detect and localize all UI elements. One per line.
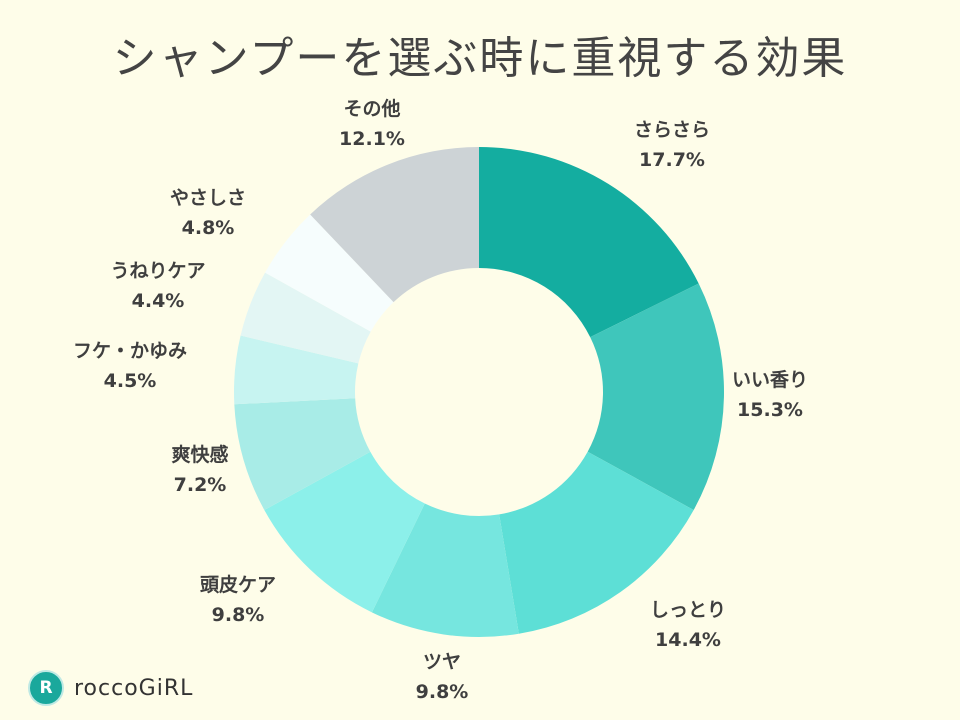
slice-value: 14.4% (655, 629, 721, 651)
donut-slice (233, 335, 359, 405)
slice-label: しっとり 14.4% (650, 595, 726, 655)
donut-slice (234, 398, 371, 511)
donut-slice (310, 147, 479, 303)
slice-name: いい香り (731, 369, 809, 391)
donut-slice (587, 283, 724, 511)
slice-label: 爽快感 7.2% (171, 440, 228, 500)
donut-slice (264, 451, 425, 613)
slice-label: さらさら 17.7% (634, 115, 710, 175)
slice-value: 7.2% (173, 474, 227, 496)
slice-label: ツヤ 9.8% (416, 647, 469, 707)
slice-name: フケ・かゆみ (72, 340, 188, 362)
slice-label: やさしさ 4.8% (170, 183, 246, 243)
donut-slice (240, 272, 371, 364)
donut-slice (371, 503, 519, 637)
slice-label: うねりケア 4.4% (110, 256, 205, 316)
donut-slice (479, 147, 699, 338)
slice-name: その他 (343, 98, 401, 120)
logo: R roccoGiRL (28, 670, 193, 706)
slice-value: 17.7% (639, 149, 705, 171)
slice-name: 爽快感 (171, 444, 229, 466)
slice-label: フケ・かゆみ 4.5% (73, 336, 187, 396)
slice-value: 12.1% (339, 128, 405, 150)
slice-value: 15.3% (737, 399, 803, 421)
chart-title: シャンプーを選ぶ時に重視する効果 (112, 33, 848, 84)
logo-icon: R (28, 670, 64, 706)
slice-name: やさしさ (169, 187, 247, 209)
logo-text: roccoGiRL (74, 675, 194, 701)
slice-name: うねりケア (110, 260, 206, 282)
slice-value: 4.8% (181, 217, 235, 239)
slice-name: ツヤ (422, 651, 462, 673)
slice-value: 4.4% (131, 290, 185, 312)
donut-slice (499, 451, 694, 634)
slice-name: 頭皮ケア (199, 574, 277, 596)
slice-label: 頭皮ケア 9.8% (200, 570, 276, 630)
slice-label: いい香り 15.3% (732, 365, 808, 425)
slice-value: 4.5% (103, 370, 157, 392)
slice-value: 9.8% (415, 681, 469, 703)
slice-label: その他 12.1% (339, 94, 405, 154)
slice-name: さらさら (633, 119, 711, 141)
donut-slice (265, 214, 394, 332)
slice-name: しっとり (649, 599, 727, 621)
slice-value: 9.8% (211, 604, 265, 626)
